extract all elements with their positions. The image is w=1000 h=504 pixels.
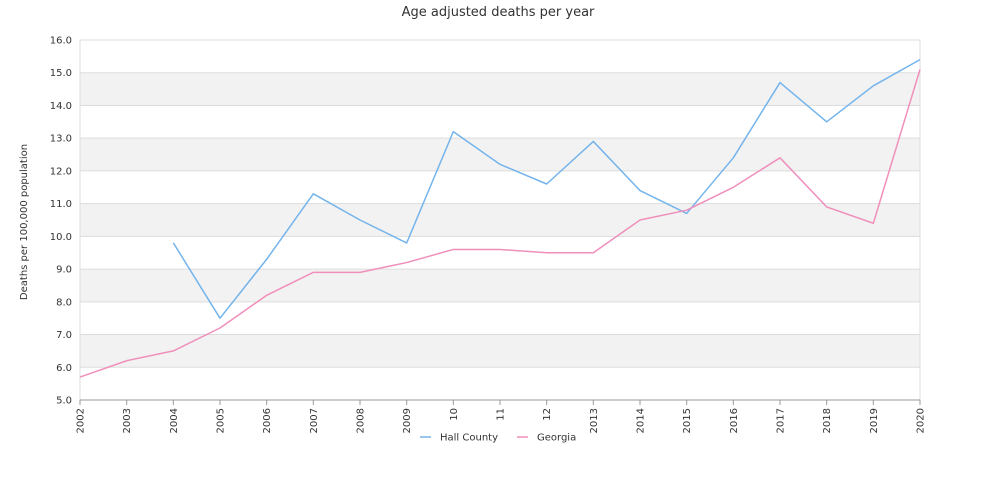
grid-band [80,105,920,139]
x-tick-label: 2005 [216,408,227,433]
grid-band [80,170,920,204]
y-axis: 5.0 6.0 7.0 8.0 9.0 10.0 11.0 12.0 13.0 14.0 15.0 1… [50,36,72,407]
x-tick-label: 2006 [262,408,273,433]
x-tick-label: 2018 [822,408,833,433]
x-axis: 2002 2003 2004 2005 2006 2007 2008 2009 10 11 12 20… [76,399,927,433]
x-tick-label: 2009 [402,408,413,433]
x-tick-label: 12 [542,408,553,421]
x-tick-label: 2003 [122,408,133,433]
y-tick-label: 13.0 [50,134,72,145]
series-group [79,58,921,378]
x-tick-label: 2017 [776,408,787,433]
legend-label-hall-county: Hall County [440,433,498,444]
grid-band [80,40,920,73]
chart-title: Age adjusted deaths per year [402,5,595,20]
x-tick-label: 10 [449,408,460,421]
y-tick-label: 10.0 [50,232,72,243]
y-tick-label: 15.0 [50,68,72,79]
y-tick-label: 16.0 [50,36,72,47]
x-tick-label: 11 [496,408,507,421]
grid-band [80,203,920,237]
y-tick-label: 7.0 [56,330,72,341]
x-tick-label: 2020 [916,408,927,433]
series-line-hall-county [172,58,921,319]
x-tick-label: 2014 [636,408,647,433]
legend: Hall County Georgia [420,433,576,444]
x-tick-label: 2004 [169,408,180,433]
grid-band [80,301,920,335]
x-tick-label: 2016 [729,408,740,433]
y-tick-label: 12.0 [50,166,72,177]
series-line-georgia [79,69,921,378]
grid-band [80,236,920,270]
grid-band [80,138,920,171]
grid-band [80,367,920,400]
grid-band [80,334,920,368]
x-tick-label: 2007 [309,408,320,433]
x-tick-label: 2015 [682,408,693,433]
y-tick-label: 11.0 [50,199,72,210]
x-tick-label: 2008 [356,408,367,433]
x-tick-label: 2019 [869,408,880,433]
y-tick-label: 5.0 [56,396,72,407]
y-tick-label: 9.0 [56,265,72,276]
grid-bands [80,40,920,400]
y-tick-label: 6.0 [56,363,72,374]
grid-band [80,72,920,106]
x-tick-label: 2013 [589,408,600,433]
y-tick-label: 8.0 [56,297,72,308]
y-axis-label: Deaths per 100,000 population [19,144,30,300]
x-tick-label: 2002 [76,408,87,433]
legend-label-georgia: Georgia [537,433,576,444]
grid-band [80,269,920,302]
y-tick-label: 14.0 [50,101,72,112]
